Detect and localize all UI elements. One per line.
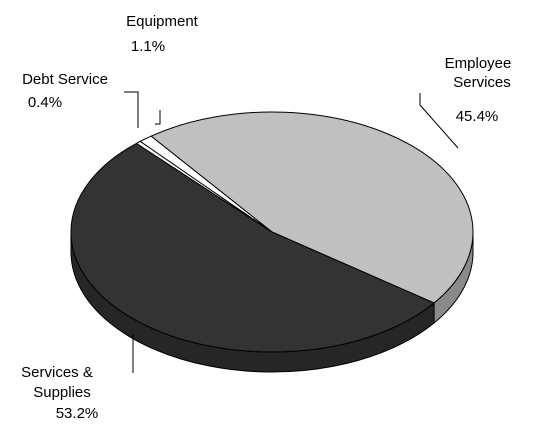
label-employee-services-line1: Employee [445, 55, 512, 72]
label-services-supplies-line1: Services & [21, 364, 93, 381]
label-debt-service: Debt Service [22, 71, 108, 88]
label-services-supplies-line2: Supplies [33, 384, 91, 401]
leader-line-equipment [155, 110, 160, 124]
percent-services-supplies: 53.2% [56, 405, 99, 422]
percent-equipment: 1.1% [131, 38, 165, 55]
pie-slices [71, 112, 473, 352]
percent-employee-services: 45.4% [456, 108, 499, 125]
leader-line-employee-services [420, 93, 458, 148]
leader-line-debt-service [124, 92, 138, 128]
label-employee-services-line2: Services [453, 74, 511, 91]
label-equipment: Equipment [126, 13, 199, 30]
percent-debt-service: 0.4% [28, 94, 62, 111]
